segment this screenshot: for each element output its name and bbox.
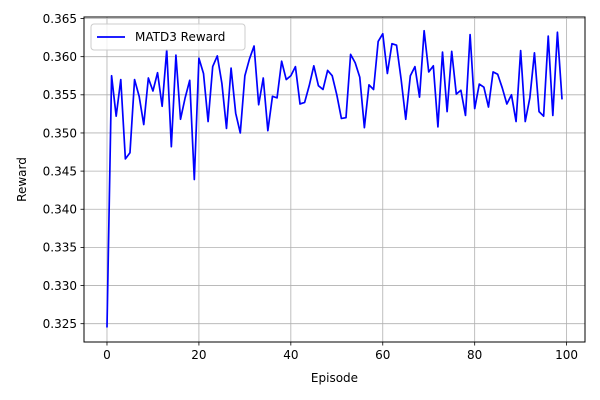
y-tick-label: 0.335 [43, 241, 77, 255]
legend-box [90, 23, 246, 51]
legend: MATD3 Reward [90, 23, 246, 51]
y-tick-label: 0.340 [43, 203, 77, 217]
x-axis: 0 20 40 60 80 100 [103, 342, 578, 362]
x-tick-label: 80 [467, 348, 482, 362]
y-tick-label: 0.345 [43, 164, 77, 178]
x-tick-label: 100 [555, 348, 578, 362]
legend-label: MATD3 Reward [135, 30, 225, 44]
y-axis-label: Reward [15, 157, 29, 202]
x-tick-label: 20 [191, 348, 206, 362]
series-line-0 [106, 29, 563, 328]
y-tick-label: 0.360 [43, 50, 77, 64]
y-tick-label: 0.330 [43, 279, 77, 293]
y-tick-label: 0.365 [43, 12, 77, 26]
series-layer [106, 29, 563, 328]
x-axis-label: Episode [311, 371, 358, 385]
y-tick-label: 0.355 [43, 88, 77, 102]
x-tick-label: 40 [283, 348, 298, 362]
y-tick-label: 0.325 [43, 317, 77, 331]
y-axis: 0.325 0.330 0.335 0.340 0.345 0.350 0.355 0.360… [43, 12, 84, 331]
plot-frame [83, 16, 586, 343]
x-tick-label: 0 [103, 348, 111, 362]
grid [84, 17, 585, 342]
x-tick-label: 60 [375, 348, 390, 362]
y-tick-label: 0.350 [43, 126, 77, 140]
